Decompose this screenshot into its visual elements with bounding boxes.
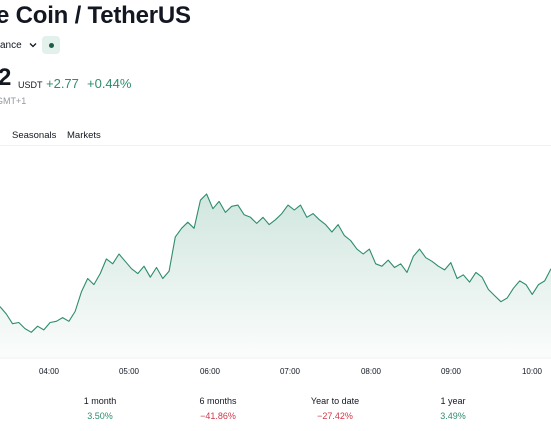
- market-status-dot-icon[interactable]: [42, 36, 60, 54]
- symbol-title: e Coin / TetherUS: [0, 2, 191, 29]
- perf-label: 1 month: [83, 396, 117, 406]
- exchange-label: ance: [0, 39, 22, 51]
- currency-label: USDT: [18, 80, 43, 90]
- perf-label: 1 year: [440, 396, 466, 406]
- chevron-down-icon: [29, 43, 37, 48]
- price-chart[interactable]: 04:00 05:00 06:00 07:00 08:00 09:00 10:00: [0, 146, 551, 386]
- perf-label: 6 months: [199, 396, 237, 406]
- x-tick-label: 05:00: [119, 367, 140, 376]
- perf-label: Year to date: [310, 396, 360, 406]
- series-area-fill: [0, 194, 551, 358]
- perf-value: 3.50%: [87, 411, 113, 421]
- symbol-tabs: Seasonals Markets: [0, 126, 551, 146]
- x-tick-label: 08:00: [361, 367, 382, 376]
- exchange-selector[interactable]: ance: [0, 36, 38, 54]
- performance-summary: 1 month 3.50% 6 months −41.86% Year to d…: [0, 396, 551, 431]
- series-line: [0, 193, 551, 333]
- perf-year-to-date[interactable]: Year to date −27.42%: [290, 396, 380, 421]
- price-change-percent: +0.44%: [87, 76, 132, 91]
- x-tick-label: 07:00: [280, 367, 301, 376]
- x-tick-label: 06:00: [200, 367, 221, 376]
- x-tick-label: 10:00: [522, 367, 543, 376]
- perf-6-months[interactable]: 6 months −41.86%: [173, 396, 263, 421]
- tab-markets[interactable]: Markets: [67, 130, 101, 141]
- tab-seasonals[interactable]: Seasonals: [12, 130, 57, 141]
- x-tick-label: 04:00: [39, 367, 60, 376]
- last-price: 2: [0, 64, 12, 91]
- perf-1-year[interactable]: 1 year 3.49%: [408, 396, 498, 421]
- price-change-absolute: +2.77: [46, 76, 79, 91]
- x-tick-label: 09:00: [441, 367, 462, 376]
- timezone-label: GMT+1: [0, 96, 27, 106]
- perf-value: −27.42%: [317, 411, 353, 421]
- perf-1-month[interactable]: 1 month 3.50%: [55, 396, 145, 421]
- perf-value: −41.86%: [200, 411, 236, 421]
- perf-value: 3.49%: [440, 411, 466, 421]
